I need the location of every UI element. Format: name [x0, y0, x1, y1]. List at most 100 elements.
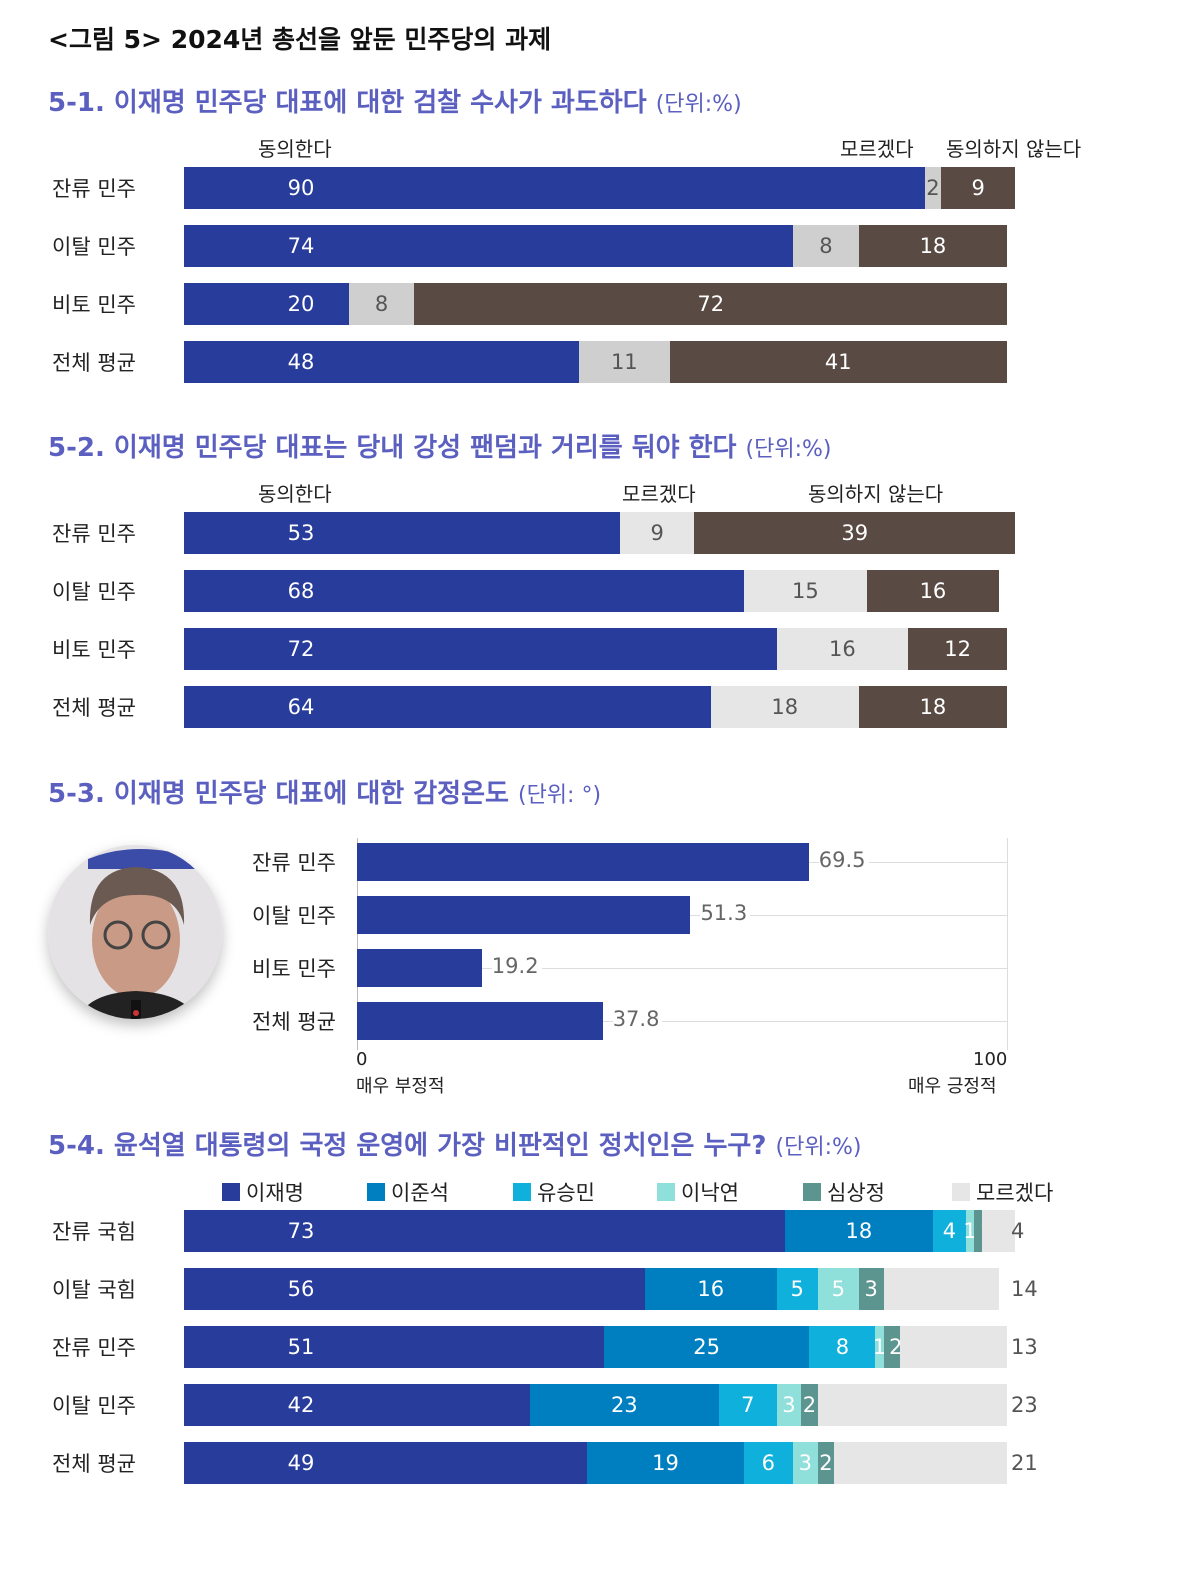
value-label: 68: [287, 579, 315, 603]
bar-segment: [694, 512, 1016, 554]
value-label: 5: [790, 1277, 804, 1301]
series-header: 동의한다: [258, 482, 332, 506]
bar-segment: [883, 1268, 999, 1310]
row-label: 잔류 민주: [252, 851, 336, 875]
value-label: 72: [287, 637, 315, 661]
bar-segment: [965, 1210, 975, 1252]
legend-label: 모르겠다: [976, 1181, 1054, 1205]
bar-segment: [858, 686, 1007, 728]
gridline: [357, 1021, 1007, 1022]
bar-segment: [776, 1268, 818, 1310]
bar-segment: [184, 283, 349, 325]
value-label: 16: [697, 1277, 725, 1301]
row-label: 잔류 민주: [52, 522, 136, 546]
value-label: 42: [287, 1393, 315, 1417]
bar: [357, 949, 482, 987]
bar-segment: [809, 1326, 876, 1368]
value-label: 21: [1011, 1451, 1038, 1475]
legend-item: 유승민: [513, 1177, 595, 1207]
row-label: 잔류 민주: [52, 1336, 136, 1360]
bar-segment: [834, 1442, 1007, 1484]
legend-label: 이준석: [391, 1181, 449, 1205]
row-label: 전체 평균: [52, 1452, 136, 1476]
value-label: 3: [798, 1451, 813, 1475]
unit-label: (단위:%): [775, 1135, 862, 1160]
bar-segment: [587, 1442, 744, 1484]
legend-swatch: [657, 1183, 675, 1201]
bar-segment: [710, 686, 859, 728]
bar-segment: [817, 1442, 835, 1484]
row-label: 잔류 민주: [52, 177, 136, 201]
row-label: 이탈 민주: [52, 235, 136, 259]
value-label: 64: [287, 695, 315, 719]
value-label: 8: [819, 234, 833, 258]
axis-max-caption: 매우 긍정적: [908, 1076, 997, 1097]
value-label: 23: [1011, 1393, 1038, 1417]
row-label: 이탈 민주: [52, 1394, 136, 1418]
bar: [357, 843, 809, 881]
bar-segment: [867, 570, 999, 612]
bar-segment: [184, 1210, 785, 1252]
bar-segment: [529, 1384, 719, 1426]
bar-segment: [743, 1442, 793, 1484]
value-label: 3: [782, 1393, 796, 1417]
series-header: 동의하지 않는다: [946, 137, 1082, 161]
value-label: 51: [287, 1335, 315, 1359]
axis-line: [357, 838, 358, 1050]
value-label: 25: [693, 1335, 720, 1359]
value-label: 18: [919, 695, 947, 719]
value-label: 48: [287, 350, 315, 374]
axis-max-label: 100: [973, 1049, 1008, 1070]
legend-label: 유승민: [537, 1181, 595, 1205]
row-label: 이탈 민주: [252, 904, 336, 928]
bar: [357, 1002, 603, 1040]
bar-segment: [858, 1268, 884, 1310]
value-label: 14: [1011, 1277, 1038, 1301]
bar-segment: [603, 1326, 810, 1368]
value-label: 8: [374, 292, 389, 316]
section-title-text: 5-2. 이재명 민주당 대표는 당내 강성 팬덤과 거리를 둬야 한다: [48, 433, 737, 463]
value-label: 90: [287, 176, 315, 200]
value-label: 51.3: [700, 901, 751, 925]
section-title: 5-3. 이재명 민주당 대표에 대한 감정온도 (단위: °): [48, 773, 601, 810]
value-label: 7: [741, 1393, 755, 1417]
legend-label: 이재명: [246, 1181, 304, 1205]
bar-segment: [184, 225, 794, 267]
legend-item: 모르겠다: [952, 1177, 1053, 1207]
value-label: 11: [610, 350, 638, 374]
series-header: 모르겠다: [840, 137, 914, 161]
bar-segment: [184, 512, 621, 554]
value-label: 23: [610, 1393, 638, 1417]
legend-swatch: [513, 1183, 531, 1201]
value-label: 2: [926, 176, 940, 200]
bar-segment: [184, 341, 580, 383]
bar-segment: [875, 1326, 884, 1368]
value-label: 41: [824, 350, 852, 374]
bar-segment: [414, 283, 1007, 325]
row-label: 비토 민주: [252, 957, 336, 981]
value-label: 37.8: [612, 1007, 663, 1031]
value-label: 18: [771, 695, 799, 719]
bar-segment: [644, 1268, 777, 1310]
unit-label: (단위:%): [655, 92, 742, 117]
axis-line-right: [1007, 838, 1008, 1050]
bar-segment: [793, 1442, 818, 1484]
bar-segment: [620, 512, 695, 554]
value-label: 20: [287, 292, 315, 316]
portrait-photo: [48, 845, 222, 1019]
value-label: 49: [287, 1451, 315, 1475]
bar-segment: [801, 1384, 818, 1426]
bar-segment: [974, 1210, 983, 1252]
value-label: 4: [942, 1219, 957, 1243]
portrait-image: [48, 845, 222, 1019]
bar-segment: [817, 1384, 1007, 1426]
bar: [357, 896, 691, 934]
section-title: 5-2. 이재명 민주당 대표는 당내 강성 팬덤과 거리를 둬야 한다 (단위…: [48, 427, 832, 464]
row-label: 잔류 국힘: [52, 1220, 136, 1244]
bar-segment: [883, 1326, 900, 1368]
axis-min-label: 0: [356, 1049, 368, 1070]
legend-label: 심상정: [827, 1181, 885, 1205]
bar-segment: [817, 1268, 859, 1310]
value-label: 2: [889, 1335, 903, 1359]
